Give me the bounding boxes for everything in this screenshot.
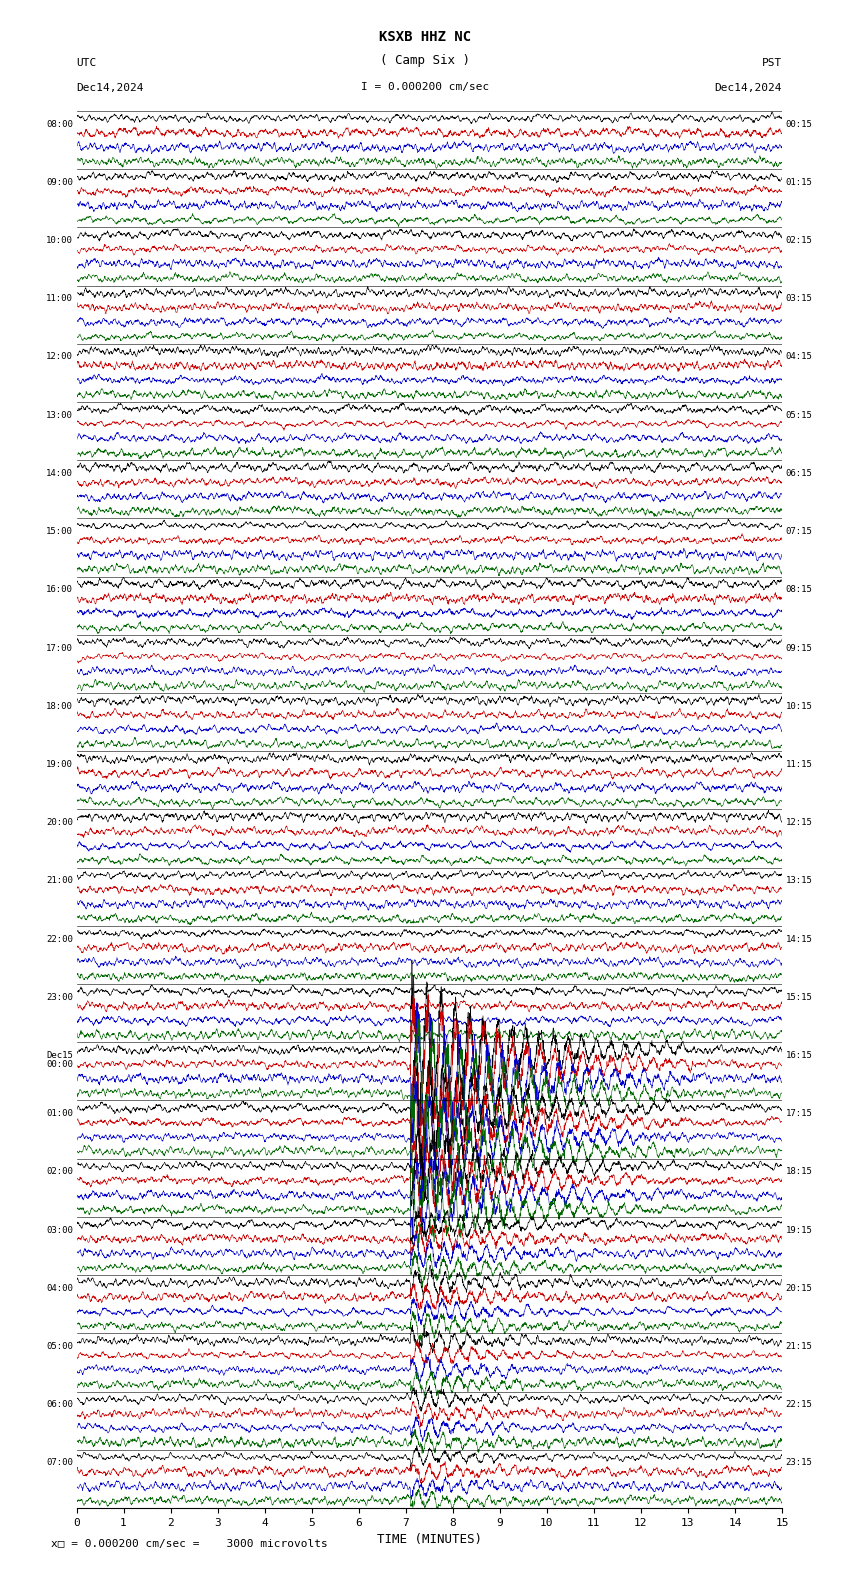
Text: 18:00: 18:00 (46, 702, 73, 711)
Text: 12:00: 12:00 (46, 353, 73, 361)
Text: UTC: UTC (76, 59, 97, 68)
Text: 01:15: 01:15 (785, 177, 813, 187)
Text: 12:15: 12:15 (785, 819, 813, 827)
Text: KSXB HHZ NC: KSXB HHZ NC (379, 30, 471, 44)
Text: 15:15: 15:15 (785, 993, 813, 1001)
Text: 22:15: 22:15 (785, 1400, 813, 1410)
Text: ( Camp Six ): ( Camp Six ) (380, 54, 470, 67)
Text: 02:15: 02:15 (785, 236, 813, 246)
X-axis label: TIME (MINUTES): TIME (MINUTES) (377, 1533, 482, 1546)
Text: 23:00: 23:00 (46, 993, 73, 1001)
Text: 18:15: 18:15 (785, 1167, 813, 1177)
Text: 11:15: 11:15 (785, 760, 813, 768)
Text: 20:00: 20:00 (46, 819, 73, 827)
Text: 05:15: 05:15 (785, 410, 813, 420)
Text: 07:15: 07:15 (785, 527, 813, 535)
Text: I = 0.000200 cm/sec: I = 0.000200 cm/sec (361, 82, 489, 92)
Text: 13:15: 13:15 (785, 876, 813, 885)
Text: x□ = 0.000200 cm/sec =    3000 microvolts: x□ = 0.000200 cm/sec = 3000 microvolts (51, 1540, 328, 1549)
Text: 06:00: 06:00 (46, 1400, 73, 1410)
Text: 08:15: 08:15 (785, 586, 813, 594)
Text: 15:00: 15:00 (46, 527, 73, 535)
Text: 17:00: 17:00 (46, 643, 73, 653)
Text: 02:00: 02:00 (46, 1167, 73, 1177)
Text: 06:15: 06:15 (785, 469, 813, 478)
Text: Dec15
00:00: Dec15 00:00 (46, 1052, 73, 1069)
Text: 16:15: 16:15 (785, 1052, 813, 1060)
Text: 13:00: 13:00 (46, 410, 73, 420)
Text: Dec14,2024: Dec14,2024 (76, 84, 144, 93)
Text: 03:00: 03:00 (46, 1226, 73, 1234)
Text: 19:15: 19:15 (785, 1226, 813, 1234)
Text: 14:15: 14:15 (785, 935, 813, 944)
Text: 09:15: 09:15 (785, 643, 813, 653)
Text: 10:15: 10:15 (785, 702, 813, 711)
Text: 21:00: 21:00 (46, 876, 73, 885)
Text: 21:15: 21:15 (785, 1342, 813, 1351)
Text: 20:15: 20:15 (785, 1285, 813, 1293)
Text: 10:00: 10:00 (46, 236, 73, 246)
Text: 03:15: 03:15 (785, 295, 813, 303)
Text: 22:00: 22:00 (46, 935, 73, 944)
Text: 07:00: 07:00 (46, 1459, 73, 1467)
Text: PST: PST (762, 59, 782, 68)
Text: 09:00: 09:00 (46, 177, 73, 187)
Text: 08:00: 08:00 (46, 120, 73, 128)
Text: 04:00: 04:00 (46, 1285, 73, 1293)
Text: 23:15: 23:15 (785, 1459, 813, 1467)
Text: 01:00: 01:00 (46, 1109, 73, 1118)
Text: Dec14,2024: Dec14,2024 (715, 84, 782, 93)
Text: 11:00: 11:00 (46, 295, 73, 303)
Text: 04:15: 04:15 (785, 353, 813, 361)
Text: 17:15: 17:15 (785, 1109, 813, 1118)
Text: 00:15: 00:15 (785, 120, 813, 128)
Text: 19:00: 19:00 (46, 760, 73, 768)
Text: 14:00: 14:00 (46, 469, 73, 478)
Text: 05:00: 05:00 (46, 1342, 73, 1351)
Text: 16:00: 16:00 (46, 586, 73, 594)
